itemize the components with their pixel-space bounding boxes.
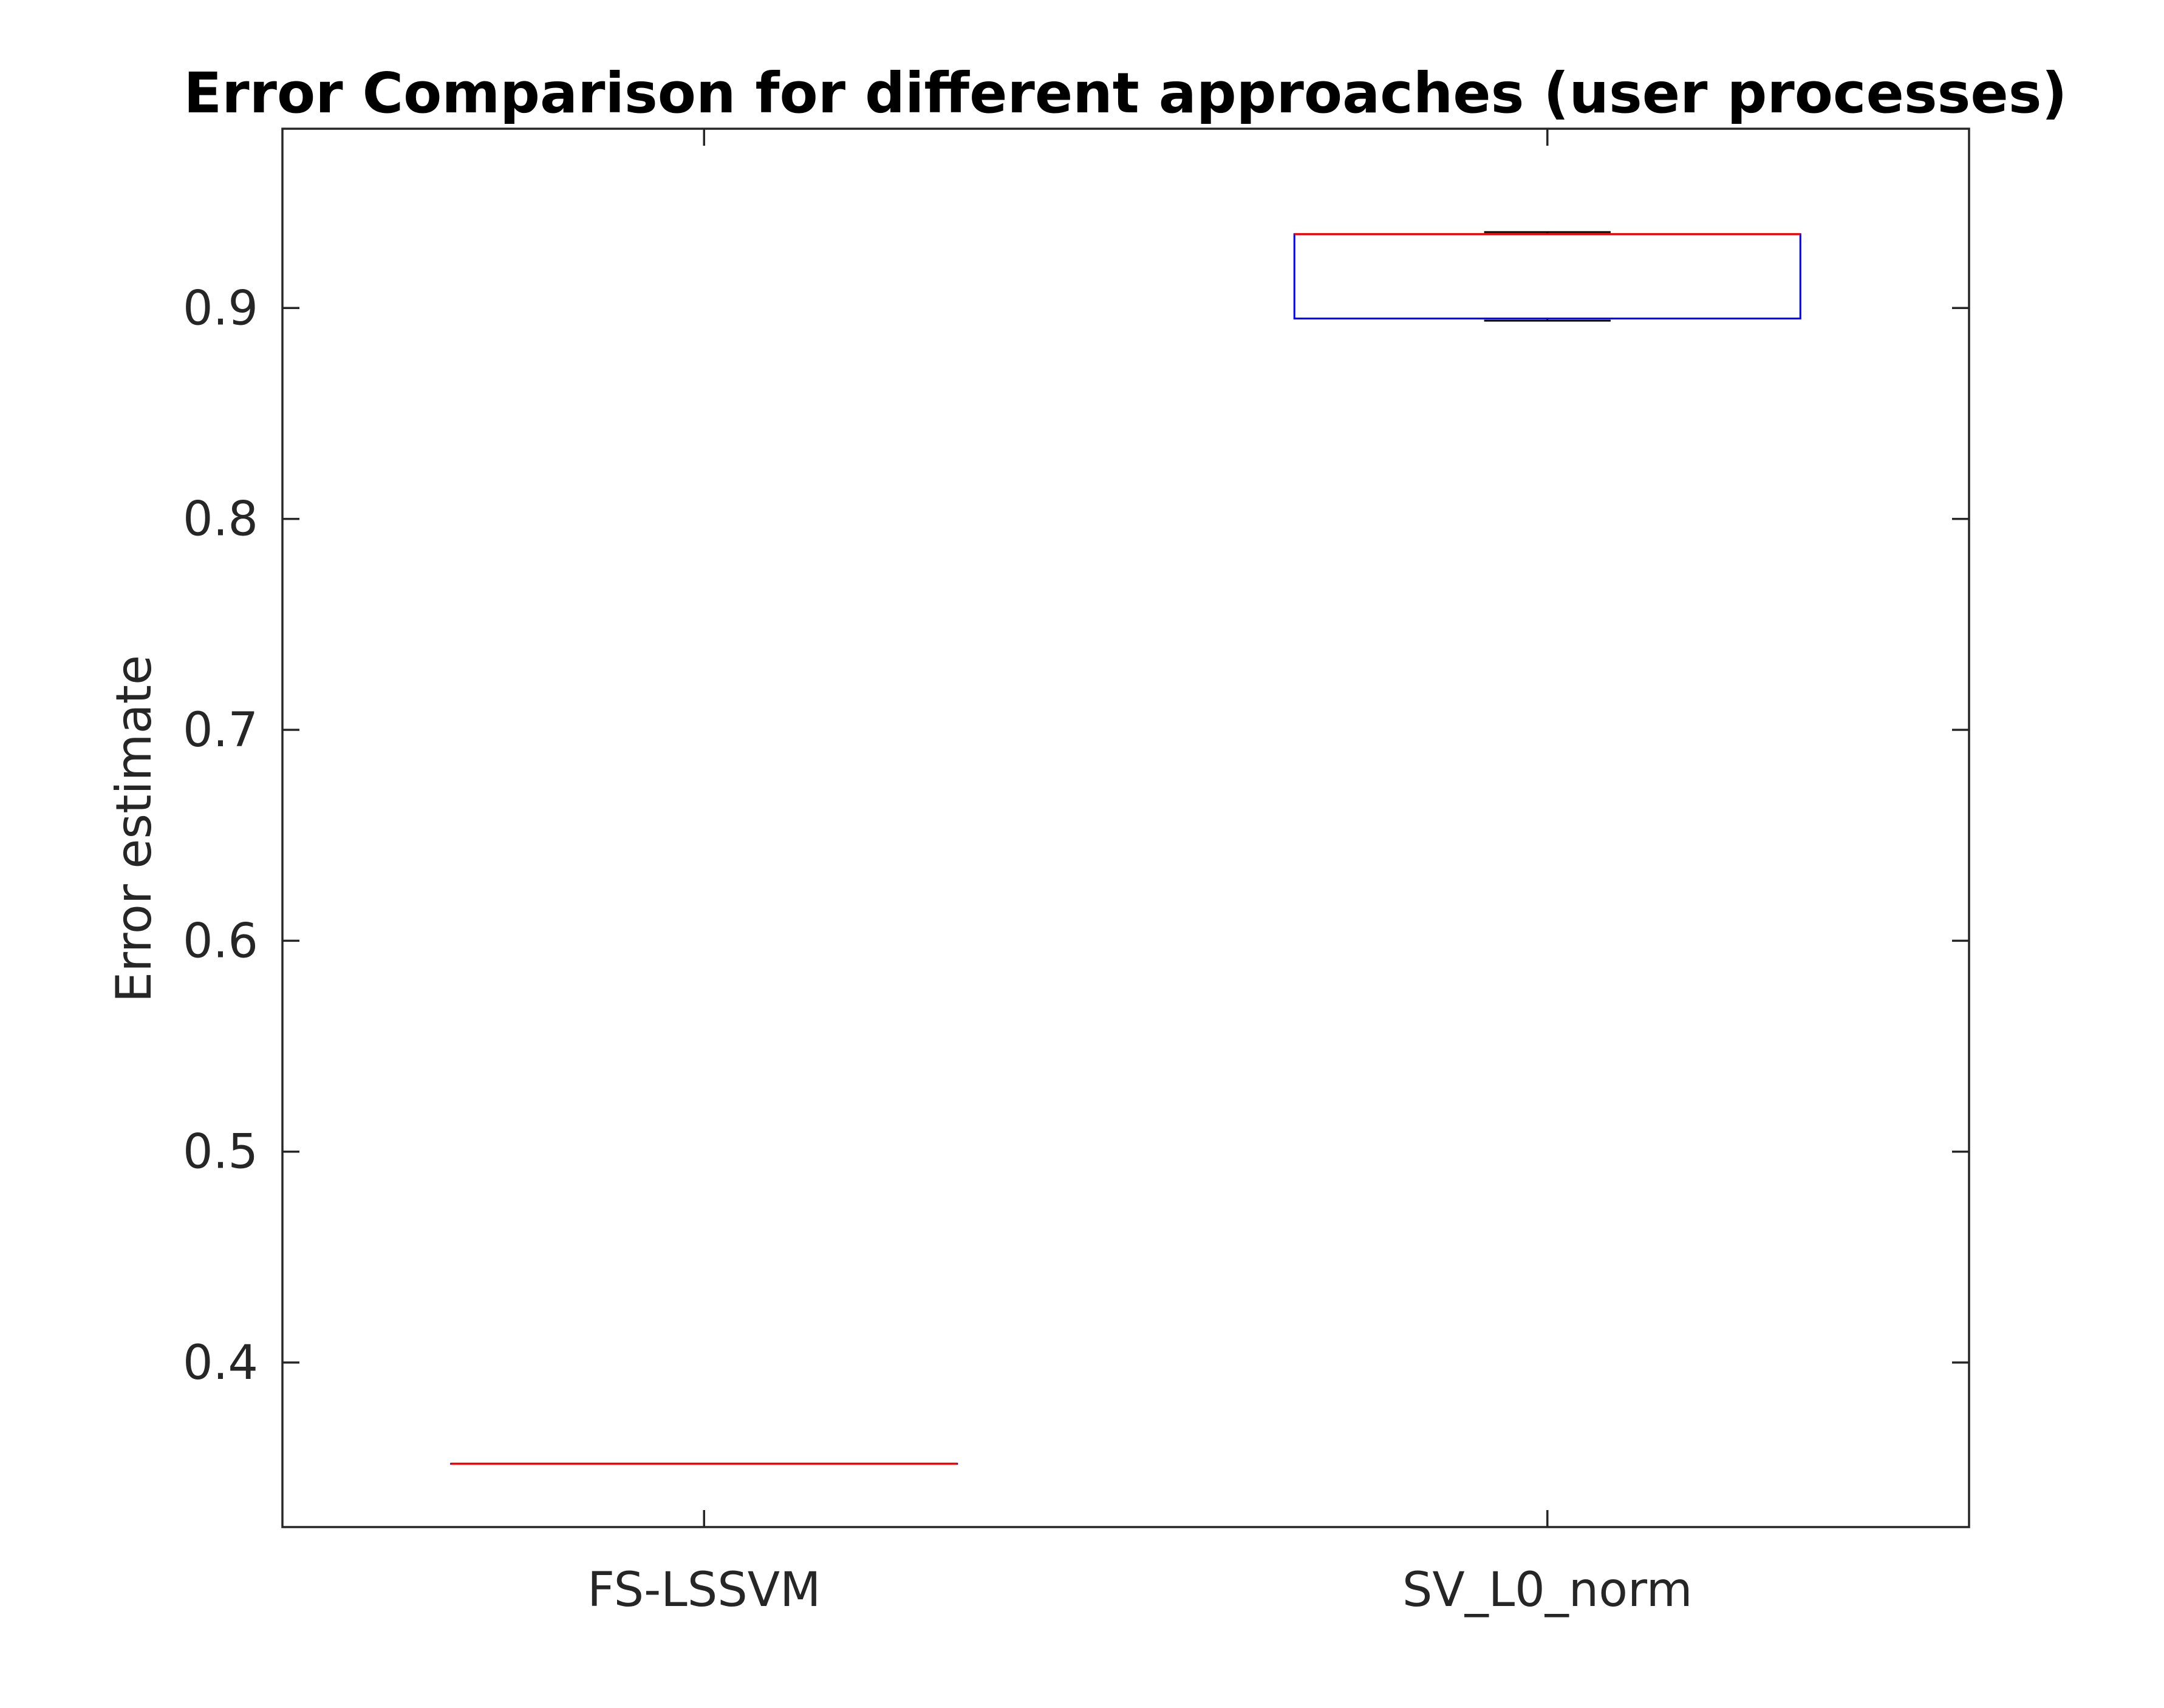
box-iqr [1293, 233, 1801, 320]
plot-area-frame [281, 128, 1970, 1528]
y-tick-label: 0.8 [183, 492, 258, 547]
y-tick-label: 0.6 [183, 914, 258, 968]
x-tick-label: SV_L0_norm [1402, 1563, 1693, 1618]
box-SV_L0_norm [1293, 231, 1801, 322]
chart-title: Error Comparison for different approache… [183, 61, 2067, 126]
y-axis-label: Error estimate [106, 655, 162, 1002]
y-tick-label: 0.4 [183, 1336, 258, 1390]
x-tick-label: FS-LSSVM [587, 1563, 821, 1618]
y-axis-ticks: 0.4 0.5 0.6 0.7 0.8 0.9 [183, 281, 1969, 1390]
y-tick-label: 0.9 [183, 281, 258, 336]
y-tick-label: 0.5 [183, 1125, 258, 1180]
y-tick-label: 0.7 [183, 703, 258, 758]
x-axis-ticks: FS-LSSVM SV_L0_norm [587, 129, 1693, 1618]
box-series [450, 231, 1801, 1465]
